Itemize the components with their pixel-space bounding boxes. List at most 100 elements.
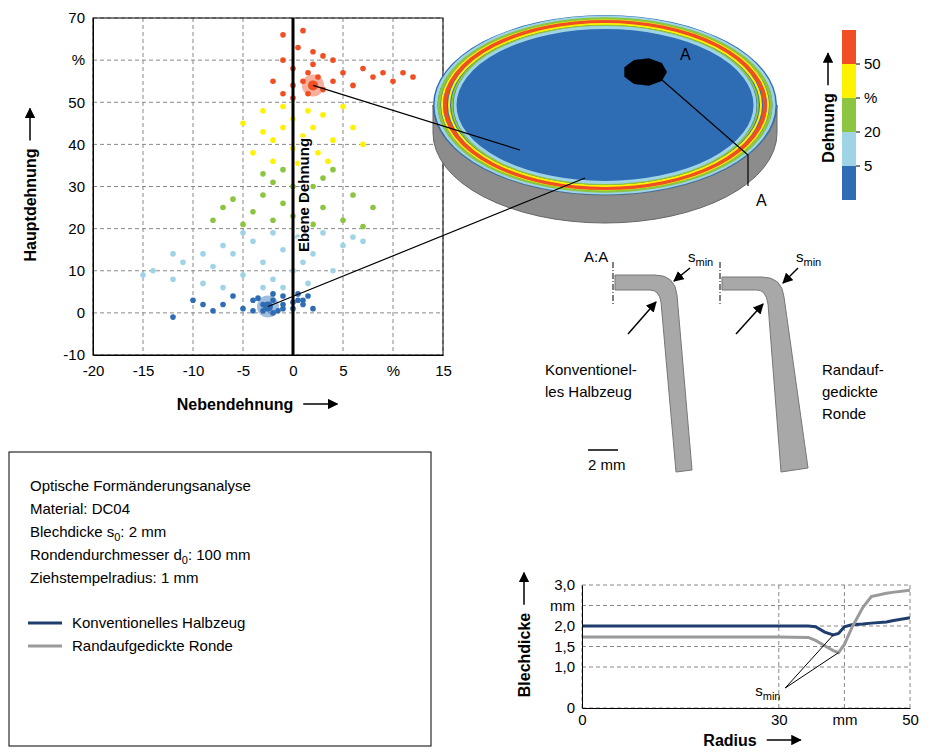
grid-line (93, 144, 443, 145)
point (360, 238, 366, 244)
point (380, 70, 386, 76)
point (330, 137, 336, 143)
grid-line (582, 585, 910, 586)
tick-label: 20 (68, 220, 85, 237)
tick-label: 50 (902, 711, 919, 728)
grid-line (582, 646, 910, 647)
point (140, 272, 146, 278)
axis: -20-15-10-505%15 (83, 355, 452, 379)
point (340, 243, 346, 249)
point (310, 306, 316, 312)
strain-ring (455, 28, 755, 183)
strain-ring (439, 19, 771, 191)
point (240, 306, 246, 312)
grid-line (582, 585, 583, 708)
tick-label: 30 (771, 711, 788, 728)
point (310, 49, 316, 55)
point (280, 285, 286, 291)
colorbar-tick (856, 64, 860, 65)
point (250, 308, 256, 314)
tick: 0 (289, 355, 297, 379)
tick: 30 (771, 708, 788, 728)
tick: -10 (63, 346, 93, 363)
tick-label: 30 (68, 178, 85, 195)
caption: les Halbzeug (545, 383, 632, 400)
tick: 3,0 (554, 576, 582, 593)
grid-line (582, 667, 910, 668)
symbol: s (796, 248, 804, 265)
grid-line (582, 605, 910, 606)
point (280, 91, 286, 97)
point (300, 260, 306, 266)
axis: 030mm50 (578, 708, 919, 728)
axis-title: Hauptdehnung (22, 149, 39, 262)
axis-line (582, 586, 583, 709)
point (260, 129, 266, 135)
tick: 0 (567, 699, 582, 716)
point (300, 297, 306, 303)
point (220, 205, 226, 211)
point (305, 70, 311, 76)
point (220, 302, 226, 308)
tick-label: 5 (339, 362, 347, 379)
colorbar-band (842, 30, 856, 64)
point (210, 308, 216, 314)
point (210, 217, 216, 223)
tick: -5 (237, 355, 250, 379)
caption: Randauf- (822, 361, 884, 378)
strain-ring (445, 22, 765, 188)
subscript: min (696, 256, 714, 268)
hole (624, 58, 667, 86)
axis: -1001020304050%70 (63, 9, 93, 363)
grid (582, 585, 910, 708)
strain-ring (449, 24, 761, 186)
colorbar-tick-label: 5 (864, 157, 872, 174)
tick-label: -20 (83, 362, 105, 379)
grid-line (293, 18, 294, 355)
tick: -15 (133, 355, 155, 379)
tick-label: -15 (133, 362, 155, 379)
section-label: A (680, 46, 691, 63)
point (280, 167, 286, 173)
grid-line (93, 270, 443, 271)
point (390, 78, 396, 84)
tick-label: % (387, 362, 400, 379)
axis-arrow (303, 403, 337, 405)
legend-label: Konventionelles Halbzeug (72, 614, 245, 631)
point (350, 125, 356, 131)
point (240, 272, 246, 278)
grid-line (93, 102, 443, 103)
tick: 1,0 (554, 658, 582, 675)
point (260, 108, 266, 114)
point (270, 158, 276, 164)
points (140, 18, 416, 355)
tick: 50 (68, 94, 93, 111)
scale-bar (588, 449, 618, 451)
axis-line (583, 708, 911, 709)
colorbar-band (842, 98, 856, 132)
tick: % (72, 51, 93, 68)
point (320, 112, 326, 118)
tick-label: 50 (68, 94, 85, 111)
point (350, 192, 356, 198)
point (270, 137, 276, 143)
tick: 1,5 (554, 638, 582, 655)
subscript: min (804, 256, 822, 268)
colorbar-tick (856, 98, 860, 99)
point (340, 104, 346, 110)
tick-label: 70 (68, 9, 85, 26)
center-line (613, 262, 614, 305)
axis-title: Nebendehnung (177, 396, 293, 413)
point (400, 70, 406, 76)
point (280, 104, 286, 110)
point (280, 293, 286, 299)
colorbar: 520%50Dehnung (820, 30, 881, 200)
point (370, 74, 376, 80)
point (270, 78, 276, 84)
tick-label: 10 (68, 262, 85, 279)
info-line: Ziehstempelradius: 1 mm (30, 569, 198, 586)
colorbar-band (842, 166, 856, 200)
strain-ring (442, 21, 768, 190)
axis-title: Radius (703, 732, 756, 749)
point (320, 205, 326, 211)
